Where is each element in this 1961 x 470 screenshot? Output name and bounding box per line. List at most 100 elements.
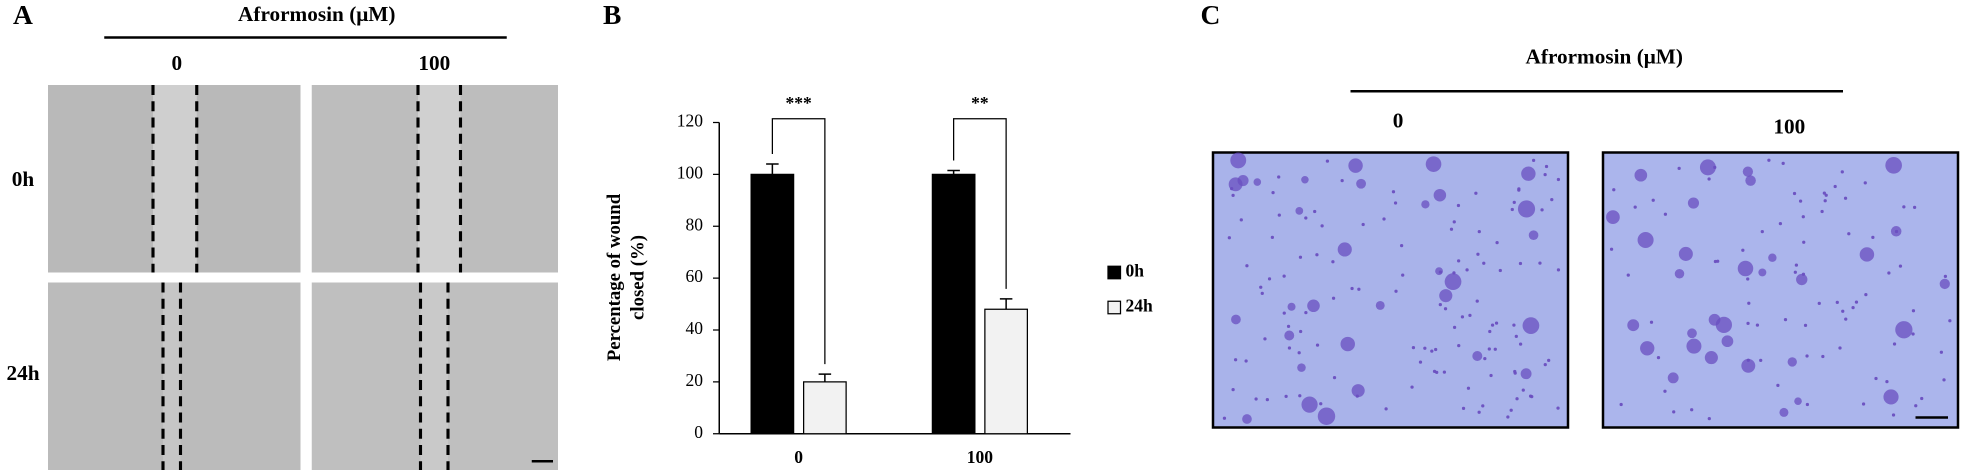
cell	[1287, 346, 1292, 350]
cell	[1674, 268, 1685, 279]
cell	[1802, 240, 1806, 244]
cell	[1411, 346, 1416, 350]
cell	[1540, 208, 1544, 212]
cell	[1902, 205, 1906, 209]
panel-title: Afrormosin (μM)	[238, 2, 395, 26]
cell	[1284, 394, 1288, 398]
cell	[1351, 384, 1365, 398]
cell	[1325, 159, 1330, 163]
error-bar	[818, 373, 832, 382]
cell	[1493, 347, 1497, 351]
cell	[1690, 408, 1694, 412]
cell	[1298, 394, 1302, 398]
error-bar	[947, 169, 960, 175]
cell	[1498, 268, 1502, 273]
cell	[1678, 246, 1693, 261]
cell	[1452, 220, 1456, 224]
cell	[1313, 209, 1317, 214]
cell	[1741, 358, 1756, 373]
cell	[1315, 343, 1320, 347]
row-label: 24h	[6, 361, 39, 385]
cell	[1244, 359, 1248, 363]
cell	[1231, 314, 1241, 325]
significance-label: **	[971, 93, 989, 113]
cell	[1939, 350, 1943, 354]
cell	[1707, 417, 1711, 421]
cell	[1521, 166, 1536, 181]
cell	[1254, 397, 1258, 401]
wound-gap	[420, 282, 448, 470]
cell	[1452, 325, 1457, 330]
cell	[1612, 188, 1616, 192]
cell	[1320, 224, 1324, 228]
cell	[1892, 342, 1897, 346]
cell	[1357, 287, 1361, 291]
micrograph	[1211, 151, 1570, 429]
cell	[1418, 360, 1423, 364]
column-label: 0	[171, 51, 182, 75]
cell	[1340, 178, 1344, 183]
cell	[1520, 368, 1532, 380]
cell	[1885, 157, 1902, 174]
cell	[1656, 356, 1661, 360]
cell	[1801, 272, 1806, 276]
cell	[1859, 247, 1875, 262]
cell	[1801, 215, 1805, 219]
cell	[1489, 373, 1493, 378]
cell	[1487, 347, 1491, 351]
cell	[1317, 407, 1336, 425]
bar	[984, 308, 1028, 435]
cell	[1609, 247, 1614, 251]
cell	[1495, 241, 1499, 245]
cell	[1521, 388, 1525, 392]
cell	[1760, 230, 1764, 234]
cell	[1787, 357, 1797, 367]
cell	[1531, 158, 1536, 162]
cell	[1747, 301, 1751, 305]
bar	[750, 173, 795, 435]
cell	[1267, 277, 1272, 281]
column-label: 0	[1393, 108, 1404, 132]
cell	[1544, 164, 1549, 169]
cell	[1543, 362, 1547, 367]
cell	[1490, 323, 1495, 327]
cell	[1792, 191, 1797, 196]
cell	[1476, 252, 1480, 256]
cell	[1382, 217, 1386, 221]
cell	[1443, 307, 1448, 311]
cell	[1384, 407, 1388, 411]
cell	[1824, 193, 1828, 197]
y-tick-label: 80	[686, 214, 704, 234]
cell	[1438, 302, 1442, 307]
cell	[1721, 335, 1734, 348]
micrographs	[48, 85, 558, 470]
cell	[1920, 396, 1924, 401]
cell	[1854, 300, 1859, 304]
cell	[1667, 372, 1679, 384]
cell	[1394, 289, 1398, 293]
significance-bracket	[953, 118, 1007, 289]
cell	[1895, 321, 1913, 339]
cell	[1301, 396, 1318, 413]
y-tick-label: 120	[677, 111, 704, 131]
cell	[1295, 206, 1304, 215]
cell	[1231, 193, 1235, 197]
cell	[1663, 212, 1668, 216]
cell	[1768, 253, 1777, 262]
cell	[1805, 354, 1809, 358]
cell	[1456, 203, 1461, 208]
cell	[1793, 270, 1797, 274]
cell	[1435, 267, 1443, 276]
cell	[1475, 299, 1479, 303]
cell	[1271, 190, 1275, 195]
cell	[1518, 261, 1523, 266]
cell	[1914, 404, 1918, 408]
cell	[1820, 209, 1824, 214]
cell	[1340, 336, 1355, 352]
bar-chart: Percentage of wound closed (%) 0 20 40 60 80…	[604, 93, 1153, 467]
cell	[1350, 286, 1354, 291]
cell	[1449, 227, 1454, 231]
cell	[1284, 330, 1295, 341]
cell	[1640, 341, 1655, 356]
cell	[1468, 313, 1472, 317]
